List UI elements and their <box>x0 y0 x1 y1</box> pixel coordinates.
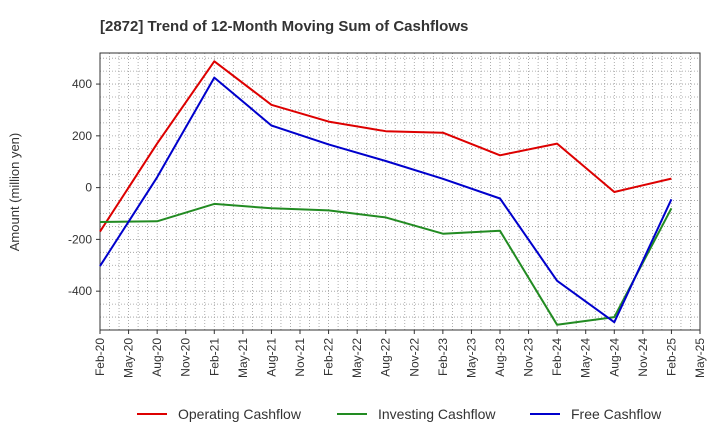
x-tick-label: Feb-20 <box>93 338 107 376</box>
legend-label: Operating Cashflow <box>178 406 302 422</box>
x-tick-label: May-21 <box>236 338 250 378</box>
series-line-free-cashflow <box>99 76 673 324</box>
x-tick-label: Aug-23 <box>493 338 507 377</box>
legend-label: Investing Cashflow <box>378 406 496 422</box>
x-tick-label: Nov-20 <box>179 338 193 377</box>
grid <box>100 53 700 331</box>
x-tick-label: Nov-21 <box>293 338 307 377</box>
x-tick-label: May-23 <box>464 338 478 378</box>
x-tick-label: May-22 <box>350 338 364 378</box>
y-ticks: -400 -200 0 200 400 <box>68 77 100 298</box>
x-tick-label: Aug-24 <box>607 338 621 377</box>
x-tick-label: Aug-20 <box>150 338 164 377</box>
chart-title: [2872] Trend of 12-Month Moving Sum of C… <box>100 18 468 35</box>
y-tick-label: -200 <box>68 232 92 246</box>
x-tick-label: Nov-22 <box>407 338 421 377</box>
legend: Operating Cashflow Investing Cashflow Free… <box>137 406 662 422</box>
x-tick-label: Feb-25 <box>664 338 678 376</box>
x-tick-label: Feb-21 <box>207 338 221 376</box>
y-tick-label: 0 <box>85 181 92 195</box>
x-tick-label: Nov-23 <box>522 338 536 377</box>
x-tick-label: Feb-23 <box>436 338 450 376</box>
series-lines <box>99 60 673 326</box>
y-axis-label: Amount (million yen) <box>7 133 22 252</box>
x-tick-label: May-25 <box>693 338 707 378</box>
y-tick-label: 200 <box>72 129 92 143</box>
legend-label: Free Cashflow <box>571 406 662 422</box>
x-tick-label: Nov-24 <box>636 338 650 377</box>
y-tick-label: 400 <box>72 77 92 91</box>
x-tick-label: Feb-24 <box>550 338 564 376</box>
plot-area <box>99 52 701 331</box>
x-tick-label: Aug-22 <box>379 338 393 377</box>
series-line-operating-cashflow <box>99 60 672 233</box>
y-tick-label: -400 <box>68 284 92 298</box>
series-line-investing-cashflow <box>99 202 673 326</box>
x-tick-label: Feb-22 <box>322 338 336 376</box>
x-tick-label: May-20 <box>122 338 136 378</box>
x-tick-label: May-24 <box>579 338 593 378</box>
x-tick-label: Aug-21 <box>264 338 278 377</box>
x-ticks: Feb-20 May-20 Aug-20 Nov-20 Feb-21 May-21 Aug-… <box>93 330 707 378</box>
